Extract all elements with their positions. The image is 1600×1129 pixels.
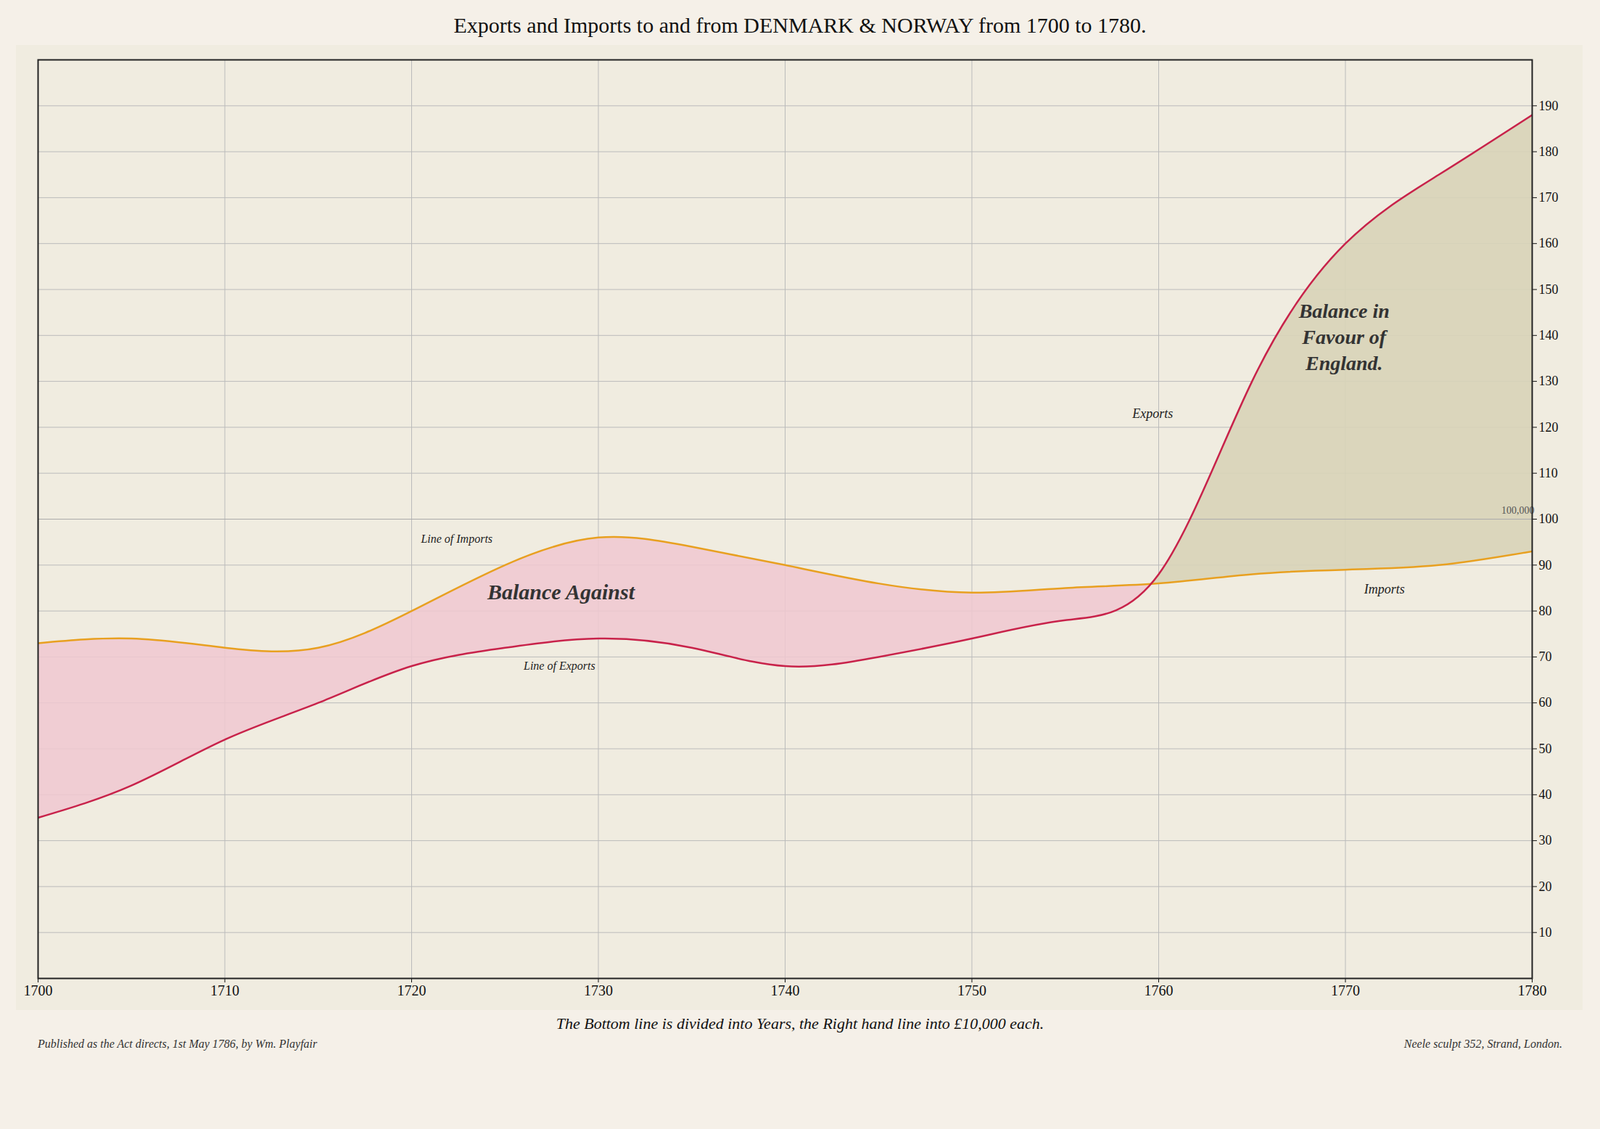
svg-text:190: 190 <box>1539 98 1559 114</box>
svg-text:1700: 1700 <box>23 982 53 999</box>
svg-text:Exports: Exports <box>1131 406 1173 421</box>
svg-text:110: 110 <box>1539 465 1558 481</box>
svg-text:1750: 1750 <box>957 982 987 999</box>
svg-text:1770: 1770 <box>1330 982 1360 999</box>
svg-text:140: 140 <box>1539 327 1559 343</box>
html-text:Exports and Imports to and fro: Exports and Imports to and from DENMARK … <box>453 13 1147 37</box>
svg-text:1740: 1740 <box>770 982 800 999</box>
svg-text:180: 180 <box>1539 144 1559 159</box>
svg-text:1730: 1730 <box>583 982 613 999</box>
svg-text:Balance inFavour ofEngland.: Balance inFavour ofEngland. <box>1298 299 1390 375</box>
svg-text:Line of Imports: Line of Imports <box>419 532 493 546</box>
svg-text:Imports: Imports <box>1363 581 1405 597</box>
svg-text:30: 30 <box>1539 832 1553 848</box>
svg-text:Line of Exports: Line of Exports <box>522 659 596 673</box>
html-text:The Bottom line is divided int: The Bottom line is divided into Years, t… <box>556 1013 1044 1033</box>
svg-text:80: 80 <box>1539 603 1553 618</box>
svg-text:70: 70 <box>1539 649 1553 664</box>
svg-text:1760: 1760 <box>1144 982 1174 999</box>
svg-text:10: 10 <box>1539 924 1553 940</box>
svg-text:40: 40 <box>1539 786 1553 802</box>
svg-text:100,000: 100,000 <box>1501 504 1535 516</box>
svg-text:150: 150 <box>1539 282 1559 297</box>
svg-text:160: 160 <box>1539 235 1559 251</box>
svg-text:100: 100 <box>1539 511 1559 526</box>
svg-text:20: 20 <box>1539 879 1553 894</box>
svg-text:1780: 1780 <box>1518 982 1548 999</box>
svg-text:130: 130 <box>1539 373 1559 389</box>
svg-text:90: 90 <box>1539 557 1553 573</box>
html-text:Neele sculpt 352, Strand, Lond: Neele sculpt 352, Strand, London. <box>1404 1037 1563 1050</box>
svg-text:170: 170 <box>1539 190 1559 205</box>
svg-text:1720: 1720 <box>397 982 427 999</box>
svg-text:60: 60 <box>1539 694 1553 710</box>
svg-text:120: 120 <box>1539 419 1559 435</box>
html-text:Published as the Act directs,: Published as the Act directs, 1st May 17… <box>37 1037 318 1050</box>
svg-text:50: 50 <box>1539 741 1553 756</box>
svg-text:1710: 1710 <box>210 982 240 999</box>
svg-text:Balance Against: Balance Against <box>486 579 637 604</box>
